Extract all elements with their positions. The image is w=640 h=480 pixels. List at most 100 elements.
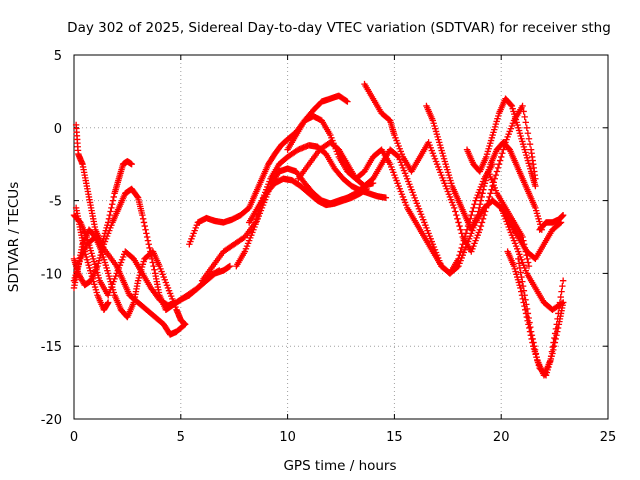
series-track-20 xyxy=(485,168,533,270)
data-point xyxy=(484,201,491,208)
data-point xyxy=(476,201,484,208)
data-point xyxy=(106,211,113,219)
data-point xyxy=(549,343,556,351)
data-point xyxy=(470,204,477,212)
series-track-7 xyxy=(186,92,351,248)
data-point xyxy=(531,346,539,354)
data-point xyxy=(524,255,531,263)
data-point xyxy=(451,204,458,212)
data-point xyxy=(530,339,537,346)
y-axis-label: SDTVAR / TECUs xyxy=(6,182,22,292)
x-tick-label: 10 xyxy=(279,430,296,445)
data-point xyxy=(500,146,507,153)
data-point xyxy=(521,292,528,299)
data-point xyxy=(476,226,484,233)
y-tick-label: 5 xyxy=(54,49,62,64)
data-point xyxy=(479,215,487,222)
data-point xyxy=(452,208,459,215)
data-point xyxy=(458,230,465,237)
data-point xyxy=(491,175,498,182)
data-point xyxy=(146,244,153,252)
data-point xyxy=(143,230,150,237)
data-point xyxy=(493,168,501,175)
data-point xyxy=(480,211,488,219)
data-point xyxy=(521,113,528,121)
x-tick-label: 0 xyxy=(70,430,78,445)
data-point xyxy=(488,186,495,193)
x-tick-label: 20 xyxy=(493,430,510,445)
data-point xyxy=(216,267,223,274)
series-track-14 xyxy=(423,102,545,233)
data-point xyxy=(527,328,535,335)
data-point xyxy=(498,153,505,161)
x-tick-label: 25 xyxy=(600,430,617,445)
data-point xyxy=(474,211,481,219)
data-point xyxy=(499,150,506,157)
data-point xyxy=(522,119,529,126)
data-point xyxy=(551,330,559,337)
data-point xyxy=(140,219,148,226)
series-track-15 xyxy=(463,95,539,190)
data-point xyxy=(485,197,492,204)
plot-frame xyxy=(73,54,609,420)
data-point xyxy=(456,252,463,259)
y-tick-label: 0 xyxy=(54,122,62,137)
data-point xyxy=(523,301,530,308)
data-point xyxy=(551,334,558,342)
data-point xyxy=(519,233,526,241)
data-point xyxy=(529,335,536,343)
data-point xyxy=(532,350,540,357)
data-point xyxy=(559,282,566,290)
x-tick-labels: 0 5 10 15 20 25 xyxy=(70,430,616,445)
data-point xyxy=(469,208,476,215)
data-point xyxy=(455,255,462,263)
data-point xyxy=(476,204,483,212)
data-point xyxy=(519,278,526,285)
data-point xyxy=(525,262,533,270)
data-point xyxy=(532,182,539,190)
data-point xyxy=(457,226,464,233)
data-point xyxy=(481,208,489,215)
data-point xyxy=(382,194,390,201)
data-point xyxy=(483,204,490,212)
data-point xyxy=(496,157,504,164)
x-axis-label: GPS time / hours xyxy=(283,458,396,474)
data-point xyxy=(475,208,482,215)
data-point xyxy=(519,282,527,290)
data-point xyxy=(558,300,566,307)
data-point xyxy=(526,140,534,148)
data-point xyxy=(525,135,533,142)
data-point xyxy=(150,262,157,270)
data-point xyxy=(226,262,234,270)
series-track-10 xyxy=(245,175,370,226)
data-point xyxy=(521,244,529,252)
data-point xyxy=(547,357,554,364)
axis-ticks xyxy=(73,54,609,420)
data-point xyxy=(144,237,152,244)
data-point xyxy=(525,314,532,322)
data-point xyxy=(528,332,536,339)
series-track-11 xyxy=(284,112,565,277)
data-point xyxy=(394,152,401,160)
data-point xyxy=(141,222,148,230)
data-point xyxy=(519,102,526,110)
data-point xyxy=(554,315,561,323)
series-track-12 xyxy=(295,139,496,277)
data-point xyxy=(557,293,564,301)
data-point xyxy=(518,273,525,281)
data-point xyxy=(343,97,350,105)
data-point xyxy=(559,277,567,284)
data-point xyxy=(559,211,567,219)
data-point xyxy=(458,244,465,252)
series-track-6 xyxy=(70,211,223,309)
data-point xyxy=(477,222,485,230)
data-point xyxy=(494,164,502,172)
data-point xyxy=(548,348,556,355)
y-tick-label: -15 xyxy=(41,340,62,355)
data-point xyxy=(555,310,562,317)
series-track-8 xyxy=(198,142,390,284)
data-point xyxy=(558,288,565,295)
y-tick-label: -5 xyxy=(49,195,62,210)
data-point xyxy=(520,241,528,248)
data-point xyxy=(524,130,532,137)
